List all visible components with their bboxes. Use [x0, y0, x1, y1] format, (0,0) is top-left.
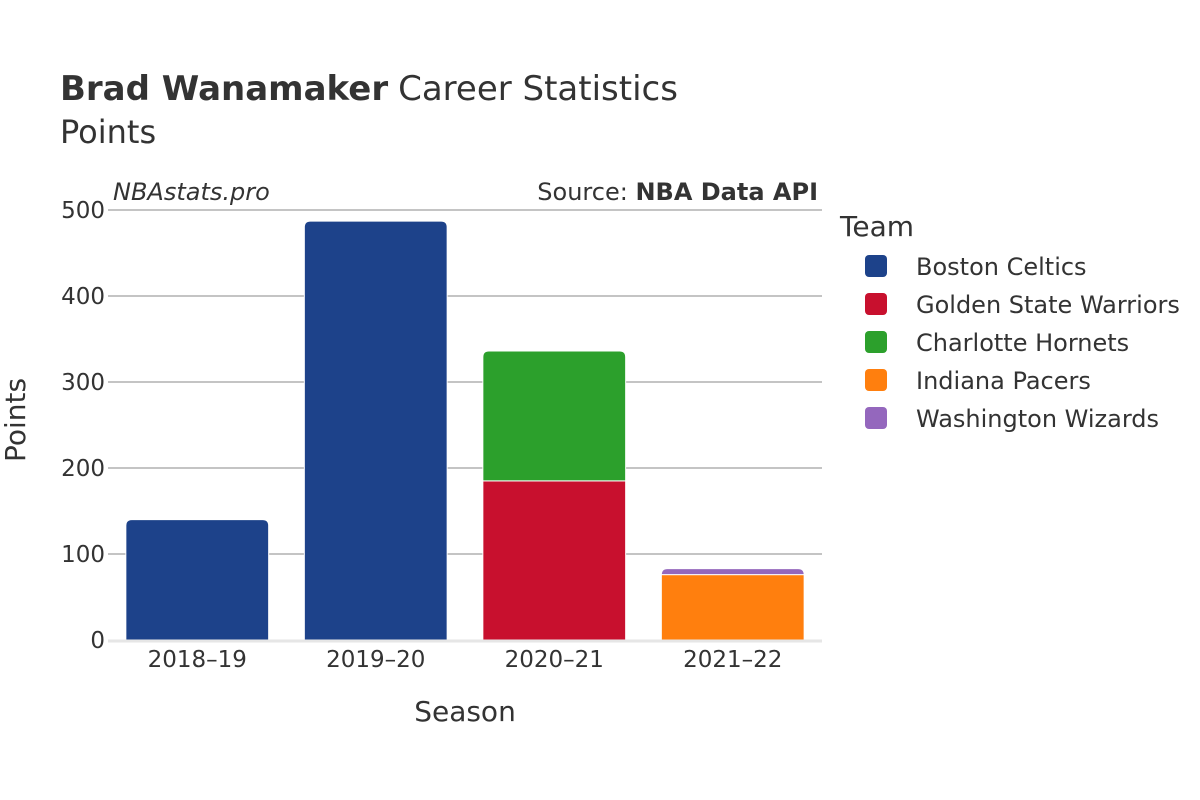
y-tick-label: 100 [61, 542, 105, 568]
source-value: NBA Data API [635, 178, 818, 206]
legend-swatch [865, 331, 887, 353]
bar-golden-state-warriors [482, 480, 627, 641]
legend-item-label: Indiana Pacers [916, 367, 1091, 395]
bar-washington-wizards [660, 568, 805, 576]
legend-item-label: Washington Wizards [916, 405, 1159, 433]
legend-item-label: Charlotte Hornets [916, 329, 1129, 357]
y-tick-label: 500 [61, 198, 105, 224]
axes: 0 100 200 300 400 500 2018–19 2019–20 2020–21 202… [61, 198, 822, 673]
gridlines [108, 209, 822, 555]
legend-swatch [865, 293, 887, 315]
x-tick-label: 2021–22 [683, 647, 782, 673]
y-tick-label: 200 [61, 456, 105, 482]
legend-swatch [865, 369, 887, 391]
y-tick-label: 300 [61, 370, 105, 396]
y-tick-label: 400 [61, 284, 105, 310]
bar-boston-celtics [125, 519, 270, 641]
chart-title-suffix: Career Statistics [398, 69, 678, 109]
legend-item-label: Boston Celtics [916, 253, 1087, 281]
x-tick-label: 2018–19 [148, 647, 247, 673]
legend-swatch [865, 407, 887, 429]
legend-item-label: Golden State Warriors [916, 291, 1180, 319]
source-label: Source: [537, 178, 635, 206]
bar-indiana-pacers [660, 574, 805, 641]
bars [125, 220, 805, 641]
bar-boston-celtics [303, 220, 448, 641]
chart-title: Brad Wanamaker Career Statistics [60, 69, 678, 109]
chart-title-player: Brad Wanamaker [60, 69, 388, 109]
watermark-text: NBAstats.pro [113, 178, 270, 206]
legend-swatch [865, 255, 887, 277]
source-text: Source: NBA Data API [537, 178, 818, 206]
bar-charlotte-hornets [482, 350, 627, 482]
x-tick-label: 2019–20 [326, 647, 425, 673]
x-axis-title: Season [414, 695, 516, 728]
y-tick-label: 0 [90, 628, 105, 654]
x-tick-label: 2020–21 [505, 647, 604, 673]
chart-subtitle: Points [60, 113, 156, 151]
legend-title: Team [839, 210, 914, 243]
legend: Team Boston Celtics Golden State Warriors… [839, 210, 1180, 433]
y-axis-title: Points [0, 378, 32, 462]
